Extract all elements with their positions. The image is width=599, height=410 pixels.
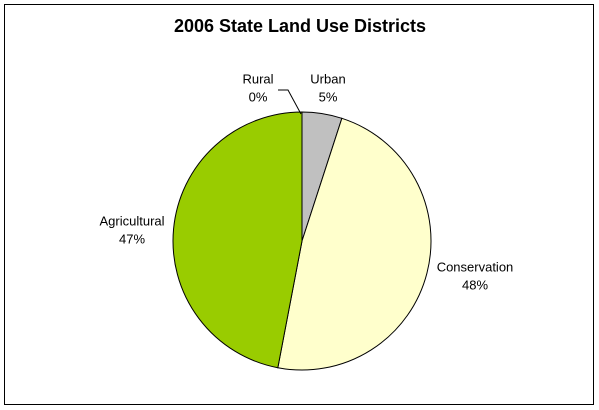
slice-value-label: 48%: [462, 277, 488, 292]
slice-label: Agricultural: [99, 213, 164, 228]
slice-value-label: 0%: [249, 89, 268, 104]
pie-slice: [277, 117, 432, 371]
slice-value-label: 47%: [119, 231, 145, 246]
slice-label: Rural: [242, 71, 273, 86]
pie-slice: [172, 111, 303, 369]
slice-label: Conservation: [437, 259, 514, 274]
slice-label: Urban: [310, 71, 345, 86]
slice-value-label: 5%: [319, 89, 338, 104]
leader-line: [278, 89, 302, 115]
chart-title: 2006 State Land Use Districts: [174, 16, 426, 36]
